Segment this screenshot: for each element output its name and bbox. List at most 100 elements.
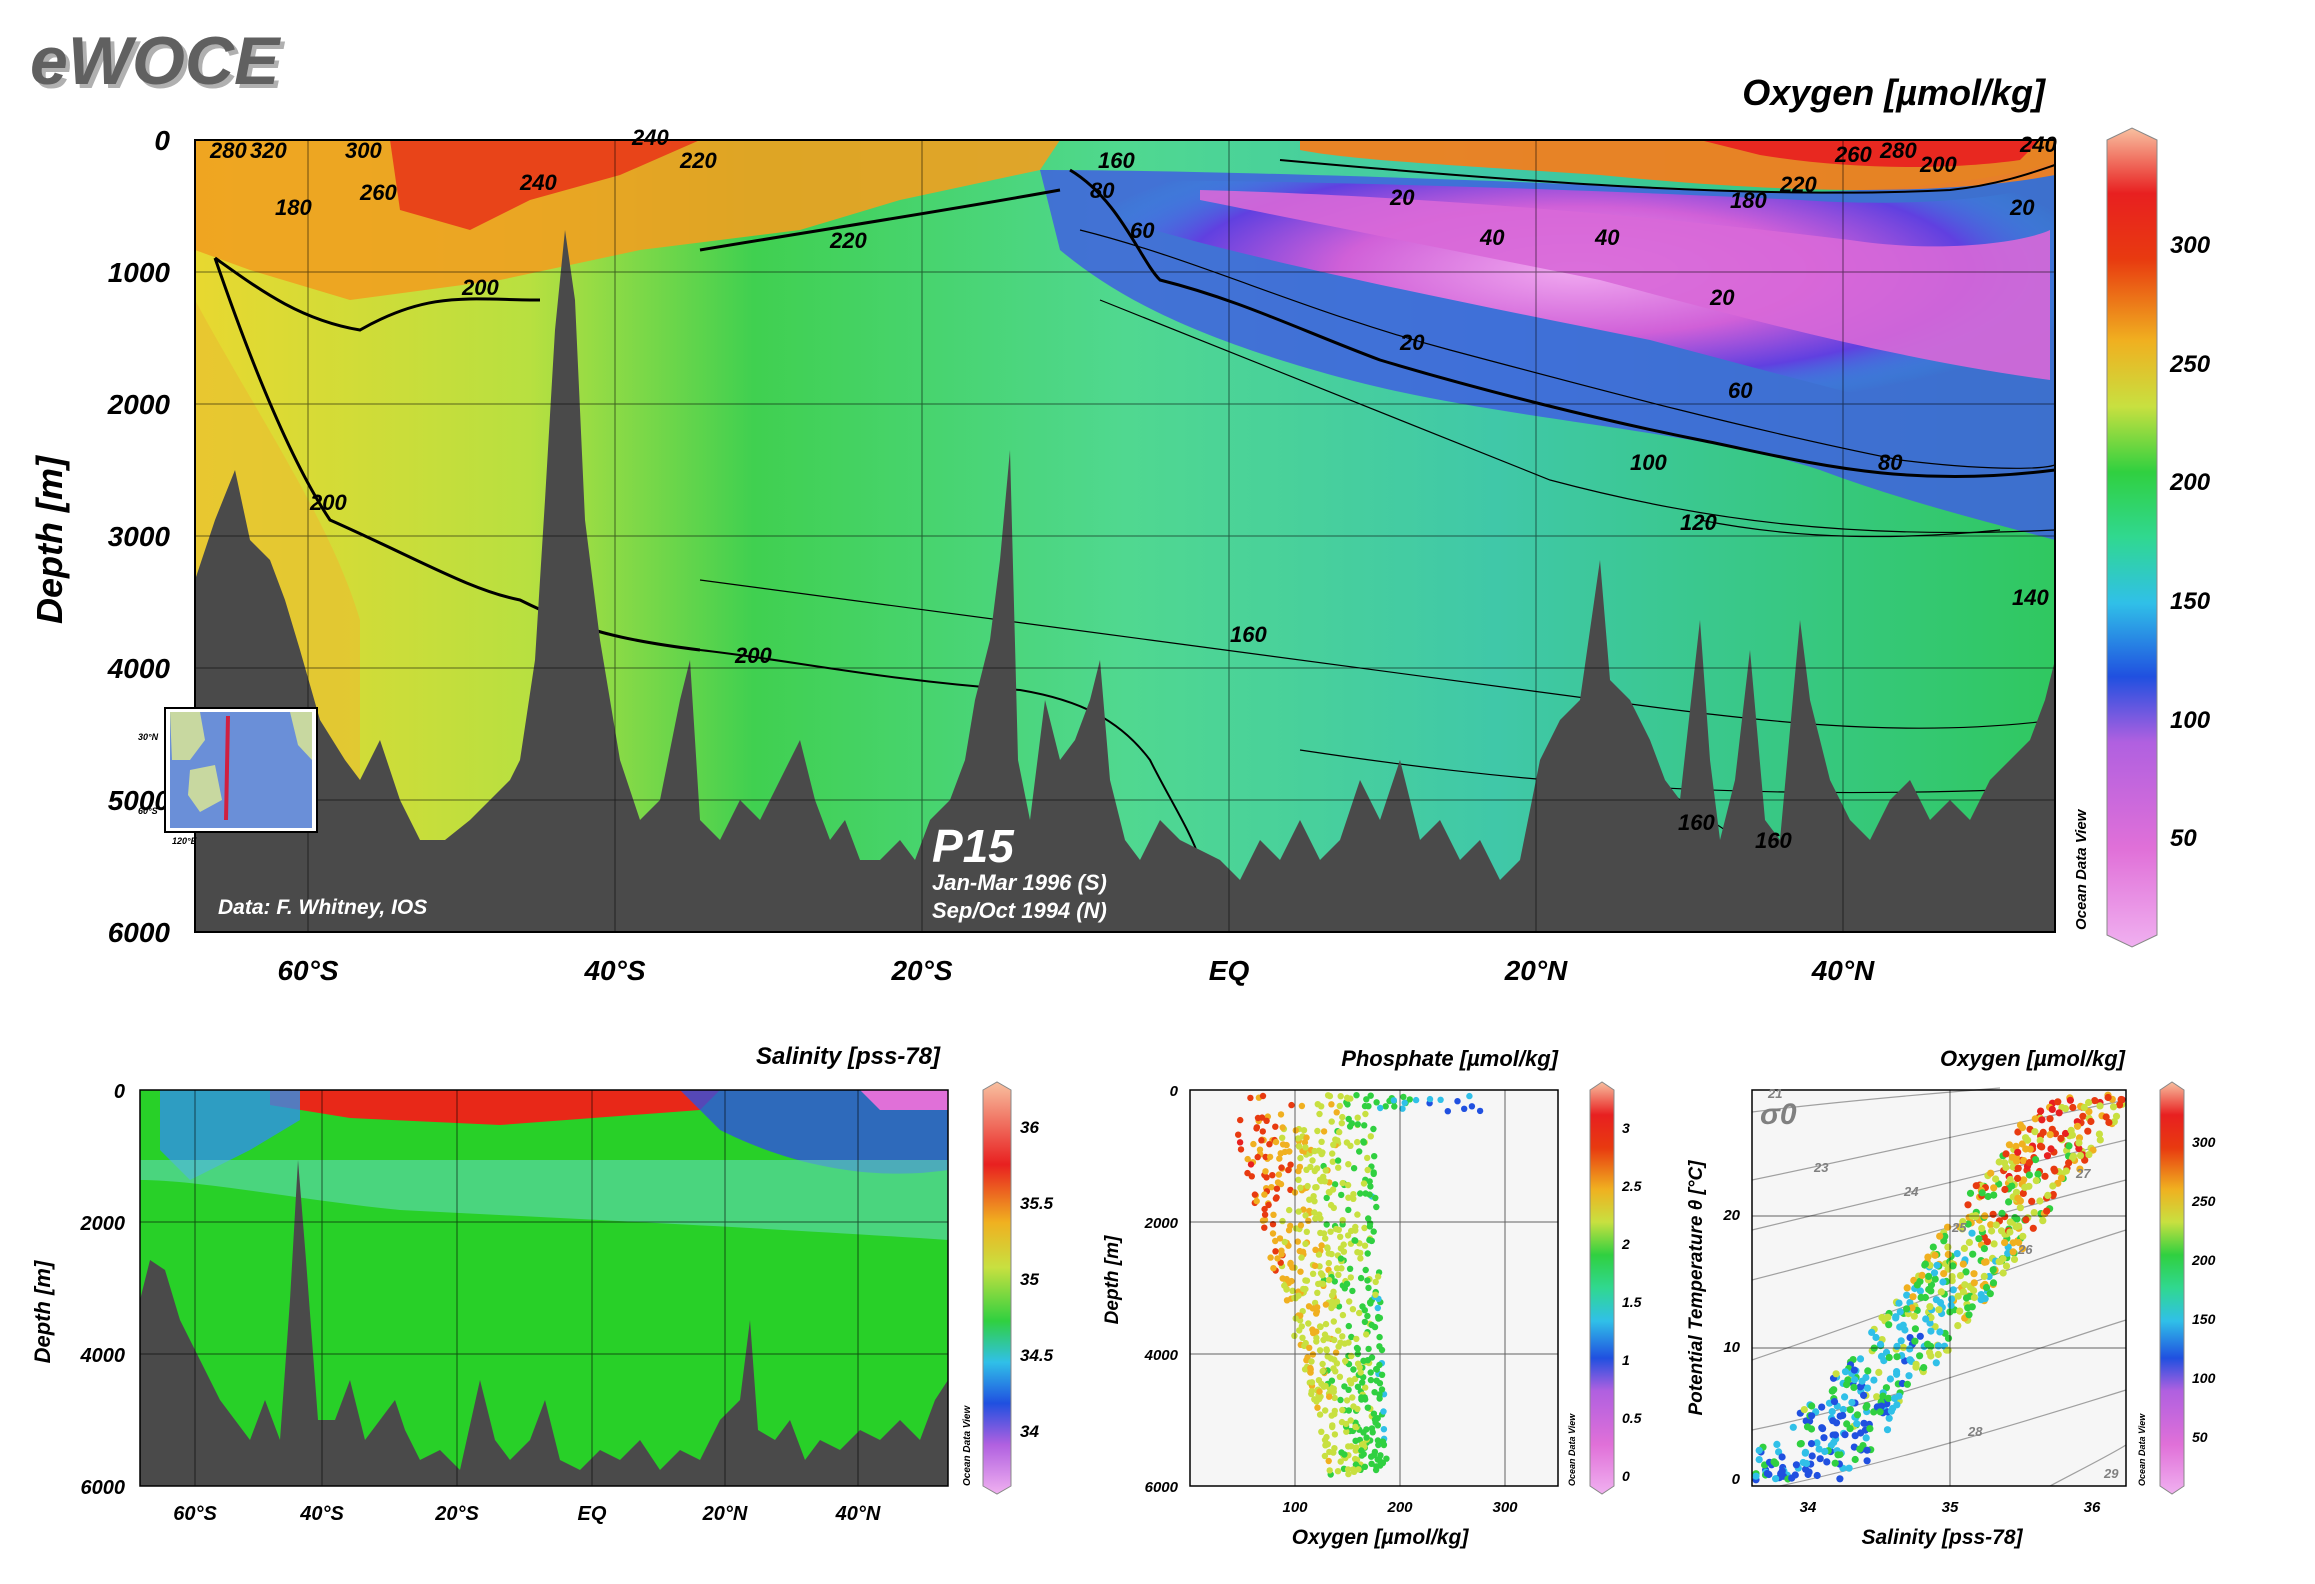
ts-point [1964,1201,1972,1209]
ts-point [1970,1279,1978,1287]
ts-point [1828,1408,1836,1416]
ts-point [1816,1455,1824,1463]
phosphate-point [1353,1092,1360,1099]
ts-point [1936,1328,1944,1336]
phosphate-point [1366,1299,1374,1306]
ts-point [2076,1165,2084,1173]
phosphate-point [1367,1133,1375,1140]
phosphate-point [1320,1230,1328,1237]
ts-point [2014,1194,2022,1202]
x-tick-label: 200 [1386,1499,1413,1516]
contour-label: 300 [345,138,382,163]
phosphate-point [1331,1181,1339,1188]
phosphate-point [1357,1249,1364,1257]
phosphate-point [1309,1157,1316,1164]
phosphate-point [1308,1379,1316,1386]
ts-point [1801,1448,1810,1456]
ts-point [1969,1250,1977,1258]
phosphate-point [1364,1166,1371,1174]
phosphate-point [1247,1161,1255,1168]
ts-point [1893,1370,1901,1378]
ts-point [1856,1383,1864,1391]
phosphate-point [1376,1361,1383,1369]
phosphate-point [1347,1274,1355,1281]
inset-map: 30°N 60°S 120°E [138,707,318,846]
colorbar-tick: 34.5 [1020,1346,1054,1365]
ts-point [1988,1227,1996,1235]
ts-point [1828,1387,1836,1395]
phosphate-point [1359,1379,1366,1386]
ts-point [2001,1159,2009,1167]
ts-point [1958,1225,1966,1233]
ts-point [1939,1278,1947,1286]
phosphate-point [1367,1092,1374,1099]
phosphate-point [1302,1144,1309,1151]
phosphate-point [1363,1434,1370,1441]
phosphate-title: Phosphate [µmol/kg] [1341,1046,1558,1071]
colorbar-tick: 1.5 [1622,1294,1642,1310]
x-tick-label: EQ [578,1503,607,1525]
phosphate-point [1297,1154,1304,1162]
ts-point [1839,1405,1847,1414]
ts-point [1843,1420,1851,1428]
phosphate-point [1278,1164,1285,1171]
phosphate-point [1367,1376,1375,1384]
ts-point [1885,1353,1893,1362]
contour-label: 260 [359,180,397,205]
phosphate-point [1299,1334,1306,1342]
phosphate-point [1328,1118,1335,1125]
ts-point [1789,1423,1797,1431]
ts-point [2036,1142,2045,1150]
phosphate-point [1319,1272,1326,1279]
contour-label: 160 [1678,810,1715,835]
ts-point [2022,1145,2030,1153]
ts-point [2061,1129,2070,1138]
phosphate-point [1272,1237,1279,1245]
ts-point [2104,1093,2112,1102]
phosphate-point [1357,1255,1364,1262]
ts-point [1925,1272,1933,1280]
phosphate-point [1262,1168,1269,1175]
ts-point [2051,1167,2059,1175]
isopycnal-label: 26 [2017,1242,2033,1257]
ts-title: Oxygen [µmol/kg] [1940,1046,2126,1071]
phosphate-point [1244,1155,1251,1163]
ts-point [1980,1272,1988,1280]
phosphate-point [1348,1120,1356,1127]
phosphate-point [1279,1134,1286,1142]
contour-label: 80 [1090,178,1115,203]
colorbar-tick: 0 [1622,1468,1630,1484]
phosphate-point [1312,1184,1319,1191]
phosphate-point [1345,1407,1353,1414]
ts-point [1860,1391,1868,1399]
phosphate-point [1333,1265,1341,1272]
phosphate-point [1295,1167,1302,1175]
ts-point [1926,1303,1934,1311]
ts-point [2002,1262,2011,1270]
ts-point [1773,1440,1781,1448]
phosphate-point [1367,1369,1374,1376]
phosphate-point [1253,1125,1260,1132]
ts-point [2066,1096,2074,1104]
phosphate-point [1336,1373,1344,1381]
ts-point [1878,1313,1886,1322]
phosphate-point [1349,1287,1356,1295]
ts-point [1965,1238,1973,1246]
ts-point [1823,1458,1831,1466]
ts-point [1808,1402,1816,1410]
phosphate-point [1276,1155,1283,1162]
phosphate-point [1269,1172,1276,1179]
phosphate-point [1466,1092,1473,1100]
phosphate-point [1390,1097,1398,1104]
ts-point [2020,1157,2028,1165]
phosphate-point [1237,1116,1244,1124]
phosphate-point [1302,1240,1309,1248]
ts-point [1954,1292,1962,1300]
ts-point [2062,1167,2070,1175]
colorbar-tick: 150 [2170,588,2211,615]
phosphate-point [1345,1206,1352,1214]
x-tick-label: 20°S [434,1503,479,1525]
x-tick-label: 34 [1800,1499,1817,1516]
main-plot-frame [194,139,2056,933]
ts-point [1775,1448,1783,1456]
